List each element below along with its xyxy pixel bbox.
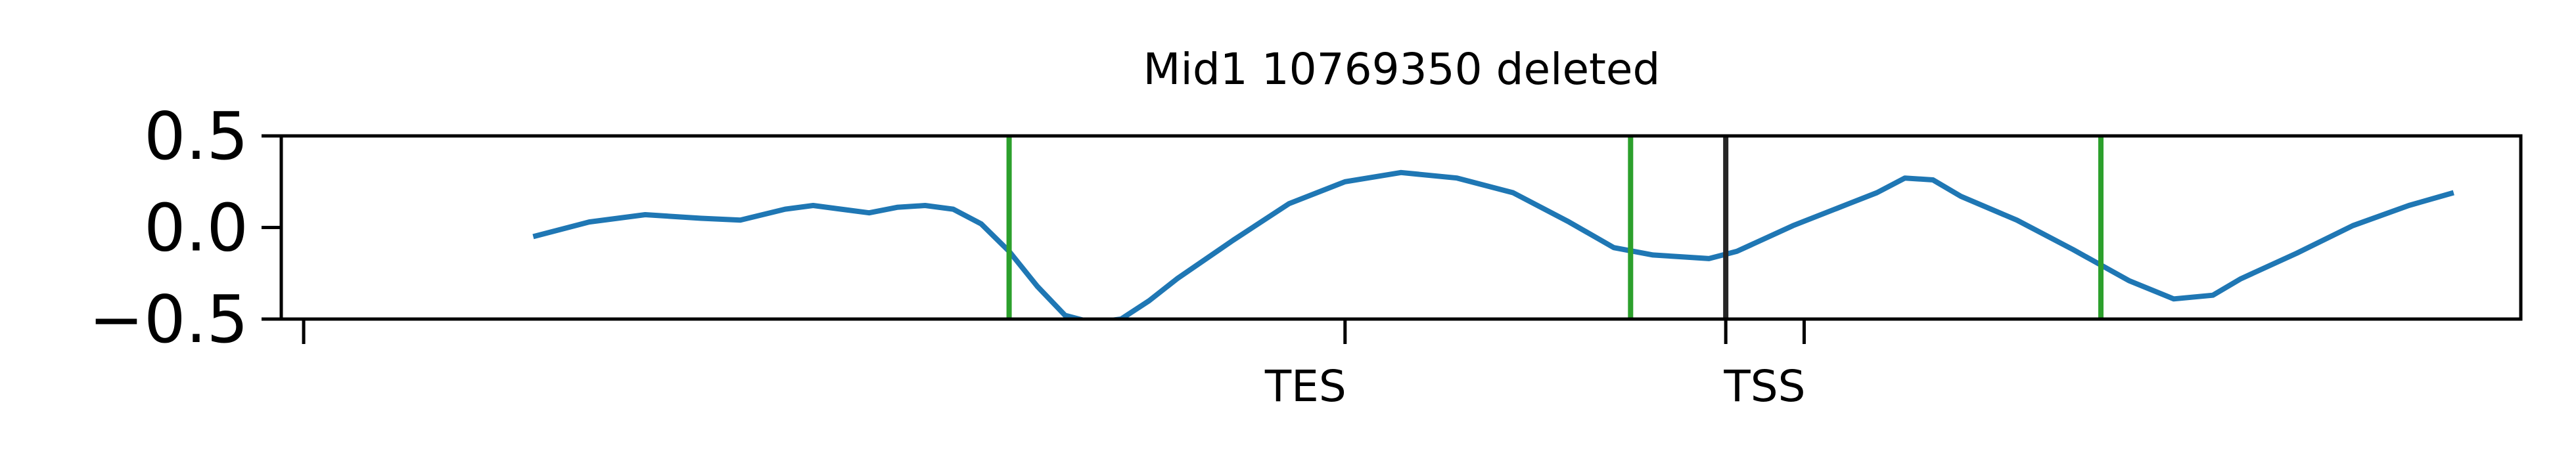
chart-title: Mid1 10769350 deleted xyxy=(1143,44,1661,95)
axes-frame xyxy=(279,134,2523,321)
y-tick-label-3: −0.5 xyxy=(89,281,248,358)
x-tick-label-tes: TES xyxy=(1264,361,1346,412)
y-axis: 0.5 0.0 −0.5 xyxy=(89,98,281,358)
series-line-1 xyxy=(532,169,2454,319)
plot-area xyxy=(532,136,2454,319)
x-axis: TES TSS xyxy=(302,319,1806,412)
x-tick-label-tss: TSS xyxy=(1723,361,1805,412)
y-tick-label-1: 0.5 xyxy=(144,98,248,175)
plot-contents xyxy=(532,136,2454,319)
y-tick-label-2: 0.0 xyxy=(144,190,248,267)
